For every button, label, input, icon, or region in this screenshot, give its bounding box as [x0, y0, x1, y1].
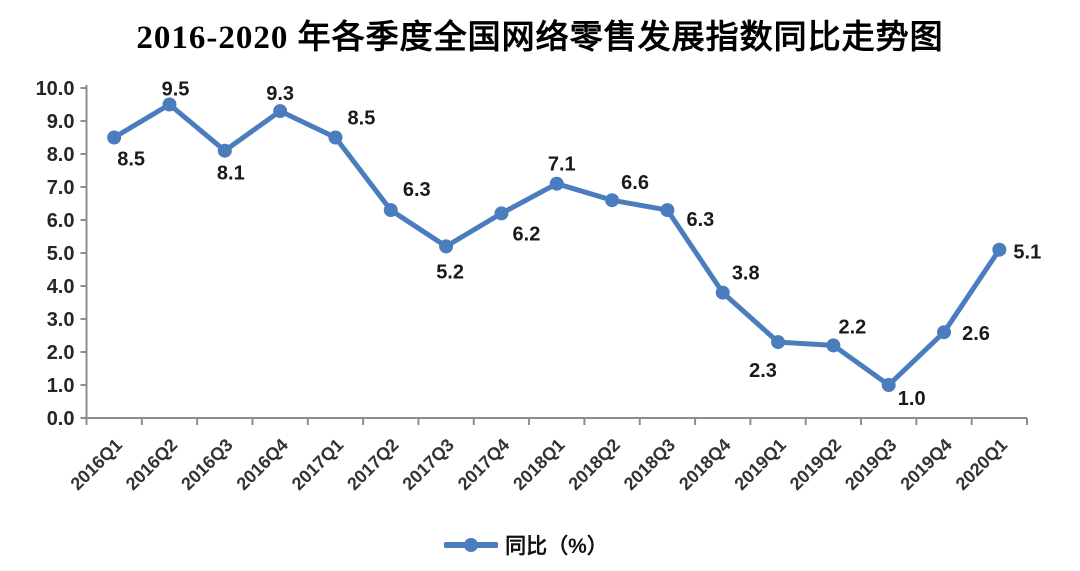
x-axis-tick-label: 2018Q4: [675, 435, 734, 494]
data-point-marker: [605, 193, 620, 208]
y-axis-tick-label: 8.0: [47, 144, 75, 166]
data-point-marker: [328, 130, 343, 145]
data-point-marker: [881, 378, 896, 392]
data-point-label: 5.2: [436, 261, 464, 283]
data-point-label: 8.1: [217, 163, 245, 185]
data-point-marker: [439, 239, 454, 254]
y-axis-tick-label: 6.0: [47, 210, 75, 232]
x-axis-tick-label: 2018Q3: [620, 435, 679, 494]
data-point-label: 2.3: [749, 360, 777, 382]
x-axis-tick-label: 2017Q4: [454, 435, 513, 494]
x-axis-tick-label: 2016Q1: [67, 435, 126, 494]
x-axis-tick-label: 2019Q2: [786, 435, 845, 494]
series-line: [111, 102, 1002, 388]
y-axis-tick-label: 5.0: [47, 243, 75, 265]
y-axis-tick-label: 3.0: [47, 309, 75, 331]
data-point-label: 5.1: [1013, 242, 1041, 264]
data-point-label: 6.6: [621, 172, 649, 194]
y-axis-tick-label: 1.0: [47, 375, 75, 397]
data-point-label: 9.5: [162, 79, 190, 101]
y-axis-tick-label: 0.0: [47, 408, 75, 430]
x-axis-tick-label: 2018Q2: [564, 435, 623, 494]
data-point-marker: [826, 338, 841, 353]
x-axis-tick-label: 2017Q3: [398, 435, 457, 494]
x-axis-tick-label: 2017Q2: [343, 435, 402, 494]
y-axis-tick-label: 4.0: [47, 276, 75, 298]
data-point-marker: [107, 130, 122, 145]
chart-title: 2016-2020 年各季度全国网络零售发展指数同比走势图: [136, 20, 944, 56]
x-axis-tick-label: 2019Q3: [841, 435, 900, 494]
x-axis-tick-label: 2020Q1: [952, 435, 1011, 494]
data-point-marker: [549, 176, 564, 191]
data-point-label: 6.2: [513, 223, 541, 245]
data-point-label: 3.8: [732, 263, 760, 285]
data-point-marker: [162, 97, 177, 112]
data-point-label: 6.3: [686, 209, 714, 231]
x-axis-tick-label: 2016Q3: [177, 435, 236, 494]
data-point-label: 6.3: [403, 179, 431, 201]
y-axis-tick-label: 7.0: [47, 177, 75, 199]
data-point-marker: [494, 206, 509, 221]
data-point-label: 7.1: [548, 154, 576, 176]
y-axis-tick-label: 9.0: [47, 111, 75, 133]
legend-line-marker-icon: [444, 538, 499, 552]
legend-series-label: 同比（%）: [505, 535, 608, 558]
data-point-label: 1.0: [898, 388, 926, 410]
data-point-marker: [937, 325, 952, 340]
x-axis-tick-label: 2019Q1: [730, 435, 789, 494]
data-point-marker: [217, 143, 232, 158]
legend: 同比（%）: [0, 530, 1052, 560]
data-point-marker: [660, 203, 675, 218]
data-point-label: 9.3: [266, 83, 294, 105]
data-point-label: 8.5: [348, 108, 376, 130]
x-axis-tick-label: 2016Q4: [233, 435, 292, 494]
x-axis-tick-label: 2016Q2: [122, 435, 181, 494]
y-axis-tick-label: 10.0: [36, 78, 75, 100]
data-point-marker: [992, 242, 1007, 257]
x-axis-tick-label: 2017Q1: [288, 435, 347, 494]
data-point-marker: [715, 285, 730, 300]
data-point-marker: [273, 104, 288, 119]
y-axis-tick-label: 2.0: [47, 342, 75, 364]
data-point-label: 2.2: [838, 316, 866, 338]
x-axis-tick-label: 2018Q1: [509, 435, 568, 494]
data-point-label: 8.5: [117, 149, 145, 171]
data-point-label: 2.6: [962, 323, 990, 345]
data-point-marker: [771, 335, 786, 350]
data-point-marker: [383, 203, 398, 218]
x-axis-tick-label: 2019Q4: [896, 435, 955, 494]
